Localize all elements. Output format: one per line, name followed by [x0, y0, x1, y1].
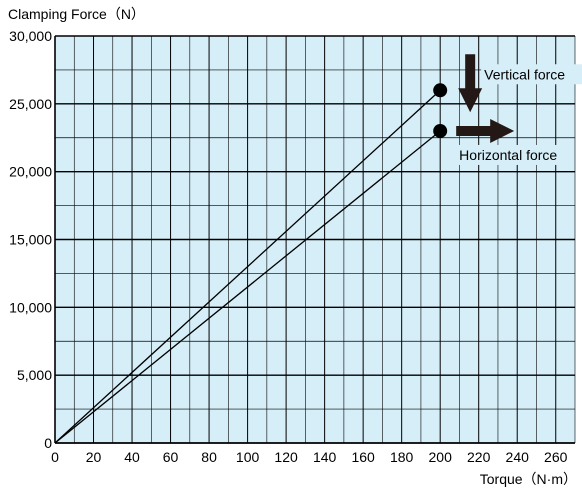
x-tick-label: 200 — [429, 449, 453, 465]
y-tick-label: 30,000 — [9, 28, 52, 44]
x-tick-label: 100 — [236, 449, 260, 465]
x-tick-label: 40 — [124, 449, 140, 465]
x-tick-label: 140 — [313, 449, 337, 465]
y-tick-label: 20,000 — [9, 164, 52, 180]
y-tick-label: 25,000 — [9, 96, 52, 112]
annotation-label-bg — [481, 64, 582, 85]
series-line — [54, 89, 441, 444]
series-end-marker — [433, 83, 448, 98]
series-line — [54, 130, 441, 444]
arrow-right-icon — [456, 118, 515, 143]
x-tick-label: 20 — [86, 449, 102, 465]
x-tick-label: 0 — [51, 449, 59, 465]
x-tick-label: 120 — [274, 449, 298, 465]
x-tick-label: 240 — [506, 449, 530, 465]
y-axis-title: Clamping Force（N） — [8, 6, 145, 22]
annotation-label: Horizontal force — [459, 147, 557, 163]
grid — [54, 35, 576, 444]
arrow-down-icon — [458, 54, 483, 113]
x-tick-label: 160 — [351, 449, 375, 465]
annotation-label-bg — [457, 144, 573, 165]
tick-labels: 0 20 40 60 80 100 120 140 160 180 200 220 240 260 0 5,0… — [9, 28, 567, 465]
y-tick-label: 0 — [44, 435, 52, 451]
x-tick-label: 220 — [467, 449, 491, 465]
x-tick-label: 180 — [390, 449, 414, 465]
y-tick-label: 5,000 — [17, 367, 52, 383]
annotation-label: Vertical force — [484, 66, 565, 82]
x-axis-title: Torque（N·m） — [480, 471, 577, 487]
series-lines — [54, 83, 448, 444]
x-tick-label: 260 — [544, 449, 568, 465]
x-tick-label: 80 — [201, 449, 217, 465]
x-tick-label: 60 — [163, 449, 179, 465]
y-tick-label: 15,000 — [9, 232, 52, 248]
annotations: Vertical force Horizontal force — [456, 54, 582, 165]
y-tick-label: 10,000 — [9, 299, 52, 315]
series-end-marker — [433, 123, 448, 138]
